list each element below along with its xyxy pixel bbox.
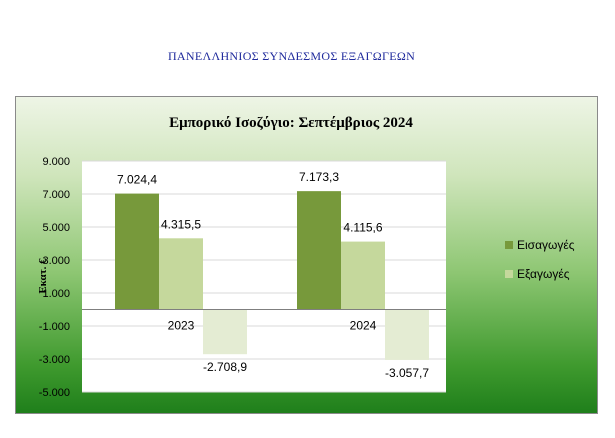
data-label: -3.057,7 (385, 366, 429, 380)
y-tick-label: 9.000 (42, 156, 70, 168)
bar (297, 191, 341, 310)
org-title: ΠΑΝΕΛΛΗΝΙΟΣ ΣΥΝΔΕΣΜΟΣ ΕΞΑΓΩΓΕΩΝ (167, 49, 416, 63)
y-axis-ticks: 9.000 7.000 5.000 3.000 1.000 -1.000 -3.000 -5.… (39, 156, 70, 399)
legend-label: Εισαγωγές (517, 238, 575, 252)
legend: Εισαγωγές Εξαγωγές (505, 238, 575, 281)
category-label: 2023 (168, 319, 195, 333)
bar (341, 241, 385, 310)
legend-label: Εξαγωγές (517, 267, 570, 281)
data-label: -2.708,9 (203, 360, 247, 374)
y-tick-label: -5.000 (39, 387, 70, 399)
y-tick-label: -1.000 (39, 321, 70, 333)
data-label: 4.315,5 (161, 217, 201, 231)
y-tick-label: 7.000 (42, 189, 70, 201)
legend-swatch (505, 241, 513, 249)
bar (159, 238, 203, 310)
category-labels: 2023 2024 (168, 319, 377, 333)
data-label: 4.115,6 (343, 221, 382, 235)
y-tick-label: -3.000 (39, 354, 70, 366)
bar (115, 193, 159, 310)
bar (385, 309, 429, 360)
bars (115, 191, 429, 360)
chart-title: Εμπορικό Ισοζύγιο: Σεπτέμβριος 2024 (169, 115, 413, 131)
y-axis-label: Εκατ. € (37, 258, 49, 294)
bar (203, 309, 247, 355)
y-tick-label: 5.000 (42, 222, 70, 234)
legend-swatch (505, 270, 513, 278)
data-label: 7.024,4 (117, 173, 157, 187)
y-tick-label: 3.000 (42, 255, 70, 267)
data-labels: 7.024,4 4.315,5 -2.708,9 7.173,3 4.115,6 -3.0… (117, 170, 429, 380)
category-label: 2024 (350, 319, 377, 333)
y-tick-label: 1.000 (42, 288, 70, 300)
data-label: 7.173,3 (299, 170, 339, 184)
